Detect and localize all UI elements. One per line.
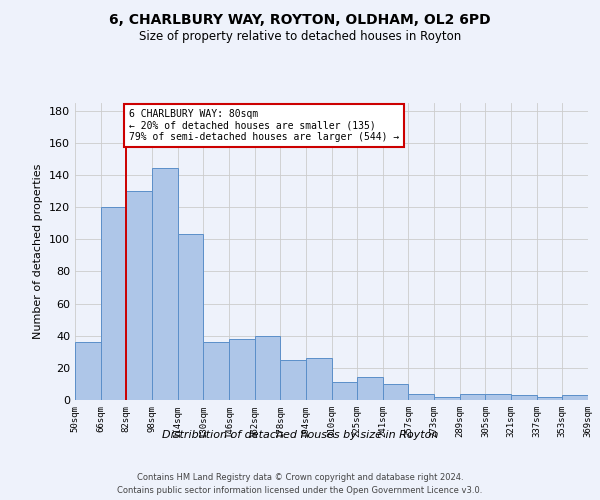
Bar <box>511 395 537 400</box>
Y-axis label: Number of detached properties: Number of detached properties <box>34 164 43 339</box>
Bar <box>75 342 101 400</box>
Bar <box>537 397 562 400</box>
Text: Size of property relative to detached houses in Royton: Size of property relative to detached ho… <box>139 30 461 43</box>
Bar <box>409 394 434 400</box>
Bar <box>485 394 511 400</box>
Bar <box>460 394 485 400</box>
Bar <box>562 395 588 400</box>
Bar <box>229 339 254 400</box>
Bar <box>306 358 331 400</box>
Bar <box>203 342 229 400</box>
Text: 6 CHARLBURY WAY: 80sqm
← 20% of detached houses are smaller (135)
79% of semi-de: 6 CHARLBURY WAY: 80sqm ← 20% of detached… <box>129 109 399 142</box>
Text: 6, CHARLBURY WAY, ROYTON, OLDHAM, OL2 6PD: 6, CHARLBURY WAY, ROYTON, OLDHAM, OL2 6P… <box>109 12 491 26</box>
Bar <box>280 360 306 400</box>
Bar <box>101 207 127 400</box>
Text: Contains HM Land Registry data © Crown copyright and database right 2024.: Contains HM Land Registry data © Crown c… <box>137 472 463 482</box>
Bar <box>178 234 203 400</box>
Bar <box>357 378 383 400</box>
Bar <box>434 397 460 400</box>
Bar <box>152 168 178 400</box>
Text: Distribution of detached houses by size in Royton: Distribution of detached houses by size … <box>162 430 438 440</box>
Bar <box>383 384 409 400</box>
Text: Contains public sector information licensed under the Open Government Licence v3: Contains public sector information licen… <box>118 486 482 495</box>
Bar <box>127 191 152 400</box>
Bar <box>331 382 357 400</box>
Bar <box>254 336 280 400</box>
